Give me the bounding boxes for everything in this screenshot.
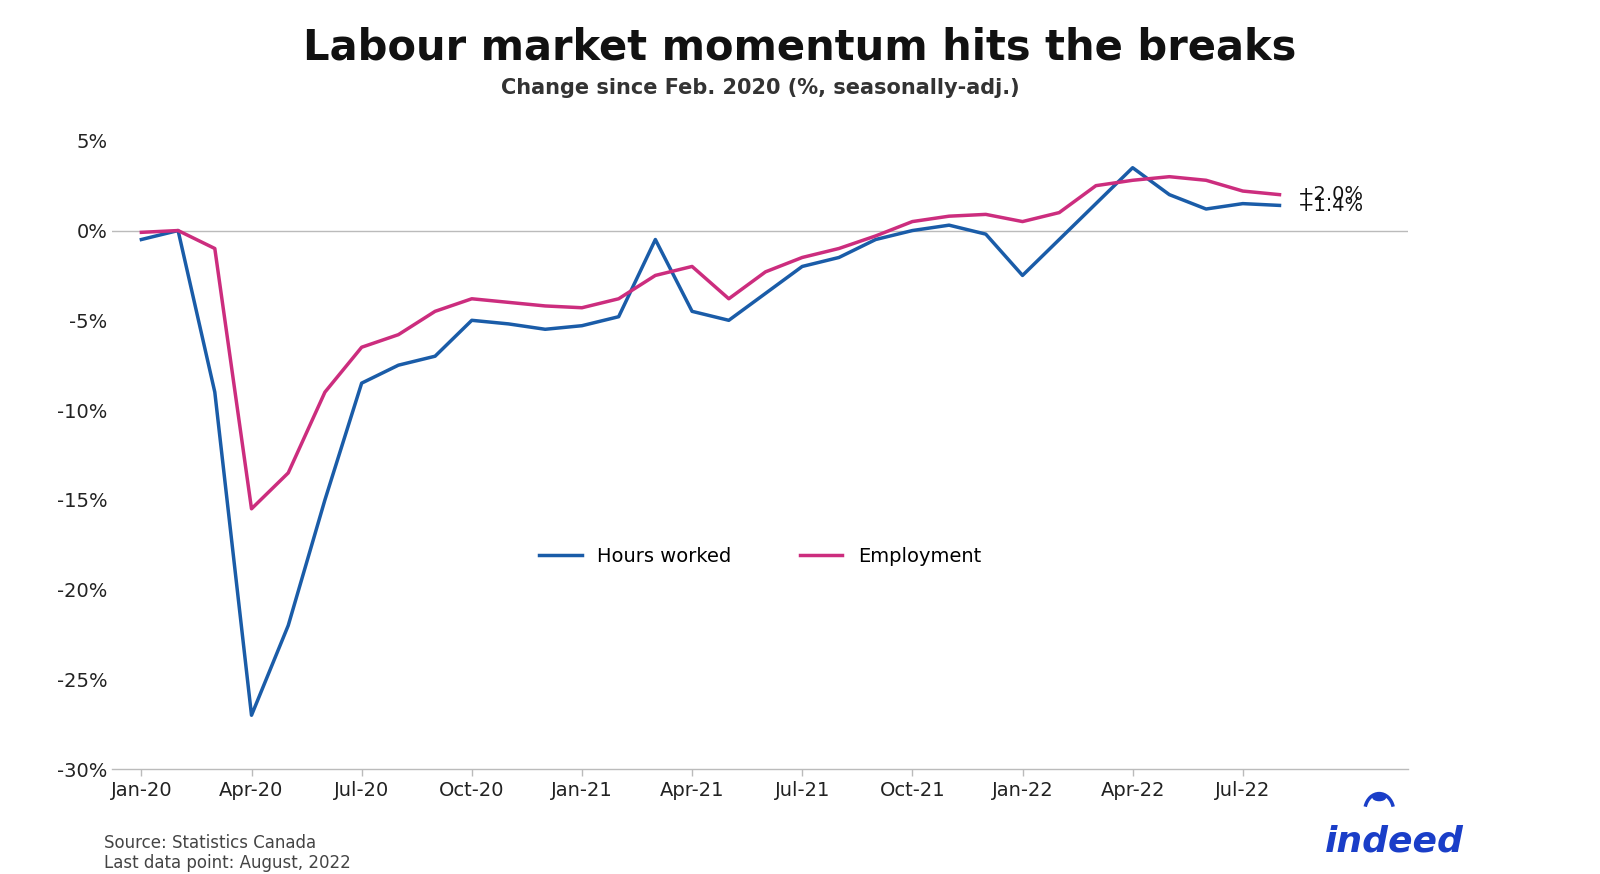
Title: Change since Feb. 2020 (%, seasonally-adj.): Change since Feb. 2020 (%, seasonally-ad… bbox=[501, 78, 1019, 98]
Text: +1.4%: +1.4% bbox=[1298, 196, 1363, 215]
Text: indeed: indeed bbox=[1325, 824, 1464, 858]
Text: Source: Statistics Canada: Source: Statistics Canada bbox=[104, 834, 317, 852]
Text: Last data point: August, 2022: Last data point: August, 2022 bbox=[104, 854, 350, 872]
Legend: Hours worked, Employment: Hours worked, Employment bbox=[531, 539, 989, 574]
Text: Labour market momentum hits the breaks: Labour market momentum hits the breaks bbox=[304, 26, 1296, 68]
Text: +2.0%: +2.0% bbox=[1298, 185, 1363, 205]
